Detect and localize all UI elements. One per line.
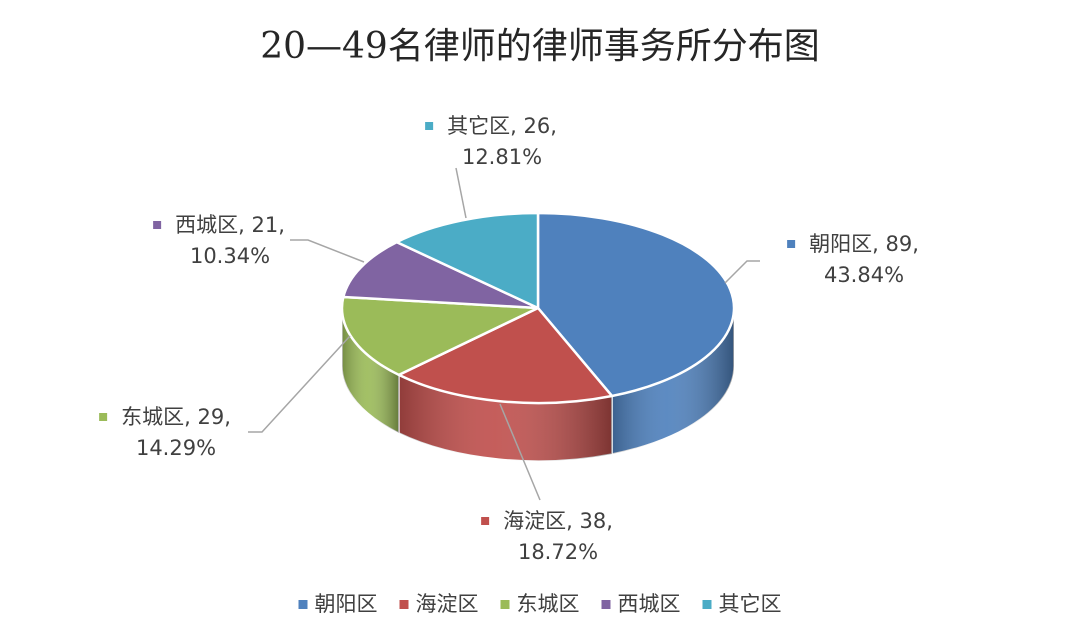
data-label-3: 西城区, 21, [175, 213, 285, 237]
pie-side-shade-2 [342, 308, 399, 433]
data-label-percent-0: 43.84% [824, 263, 904, 287]
data-label-0: 朝阳区, 89, [809, 232, 919, 256]
legend-label-3: 西城区 [618, 592, 681, 616]
data-label-percent-2: 14.29% [136, 436, 216, 460]
legend-item-4: 其它区 [702, 592, 782, 616]
data-labels: 朝阳区, 89, 43.84% 海淀区, 38, 18.72% 东城区, 29, 14.2… [99, 114, 919, 564]
pie-slice-2 [340, 295, 540, 377]
legend-label-1: 海淀区 [416, 592, 479, 616]
leader-line-4 [455, 167, 467, 219]
legend-swatch-4 [702, 600, 712, 609]
data-label-marker-3 [153, 221, 162, 229]
leader-line-1 [499, 403, 541, 501]
legend-item-1: 海淀区 [399, 592, 479, 616]
pie-slice-0 [536, 211, 736, 398]
legend-swatch-2 [500, 600, 510, 609]
data-label-percent-4: 12.81% [462, 145, 542, 169]
data-label-percent-3: 10.34% [190, 244, 270, 268]
data-label-percent-1: 18.72% [518, 540, 598, 564]
data-label-marker-4 [425, 122, 434, 130]
leader-line-3 [290, 239, 365, 263]
data-label-4: 其它区, 26, [447, 114, 557, 138]
data-label-marker-1 [481, 517, 490, 525]
legend-label-2: 东城区 [517, 592, 580, 616]
legend-swatch-0 [298, 600, 308, 609]
data-label-marker-2 [99, 413, 108, 421]
legend-item-0: 朝阳区 [298, 592, 378, 616]
legend-label-4: 其它区 [719, 592, 782, 616]
chart-title: 20—49名律师的律师事务所分布图 [260, 26, 820, 67]
leader-lines [248, 167, 760, 501]
pie-slice-1 [397, 306, 614, 405]
legend-item-2: 东城区 [500, 592, 580, 616]
data-label-2: 东城区, 29, [121, 405, 231, 429]
legend-item-3: 西城区 [601, 592, 681, 616]
data-label-marker-0 [787, 240, 796, 248]
legend-label-0: 朝阳区 [315, 592, 378, 616]
legend-swatch-1 [399, 600, 409, 609]
leader-line-2 [248, 335, 351, 433]
leader-line-0 [724, 260, 760, 284]
pie-slice-3 [342, 240, 540, 310]
pie-side-shade-0 [611, 308, 734, 454]
data-label-1: 海淀区, 38, [503, 509, 613, 533]
legend: 朝阳区 海淀区 东城区 西城区 其它区 [298, 592, 782, 616]
pie-slice-4 [395, 211, 540, 310]
legend-swatch-3 [601, 600, 611, 609]
pie-slices [340, 211, 736, 405]
